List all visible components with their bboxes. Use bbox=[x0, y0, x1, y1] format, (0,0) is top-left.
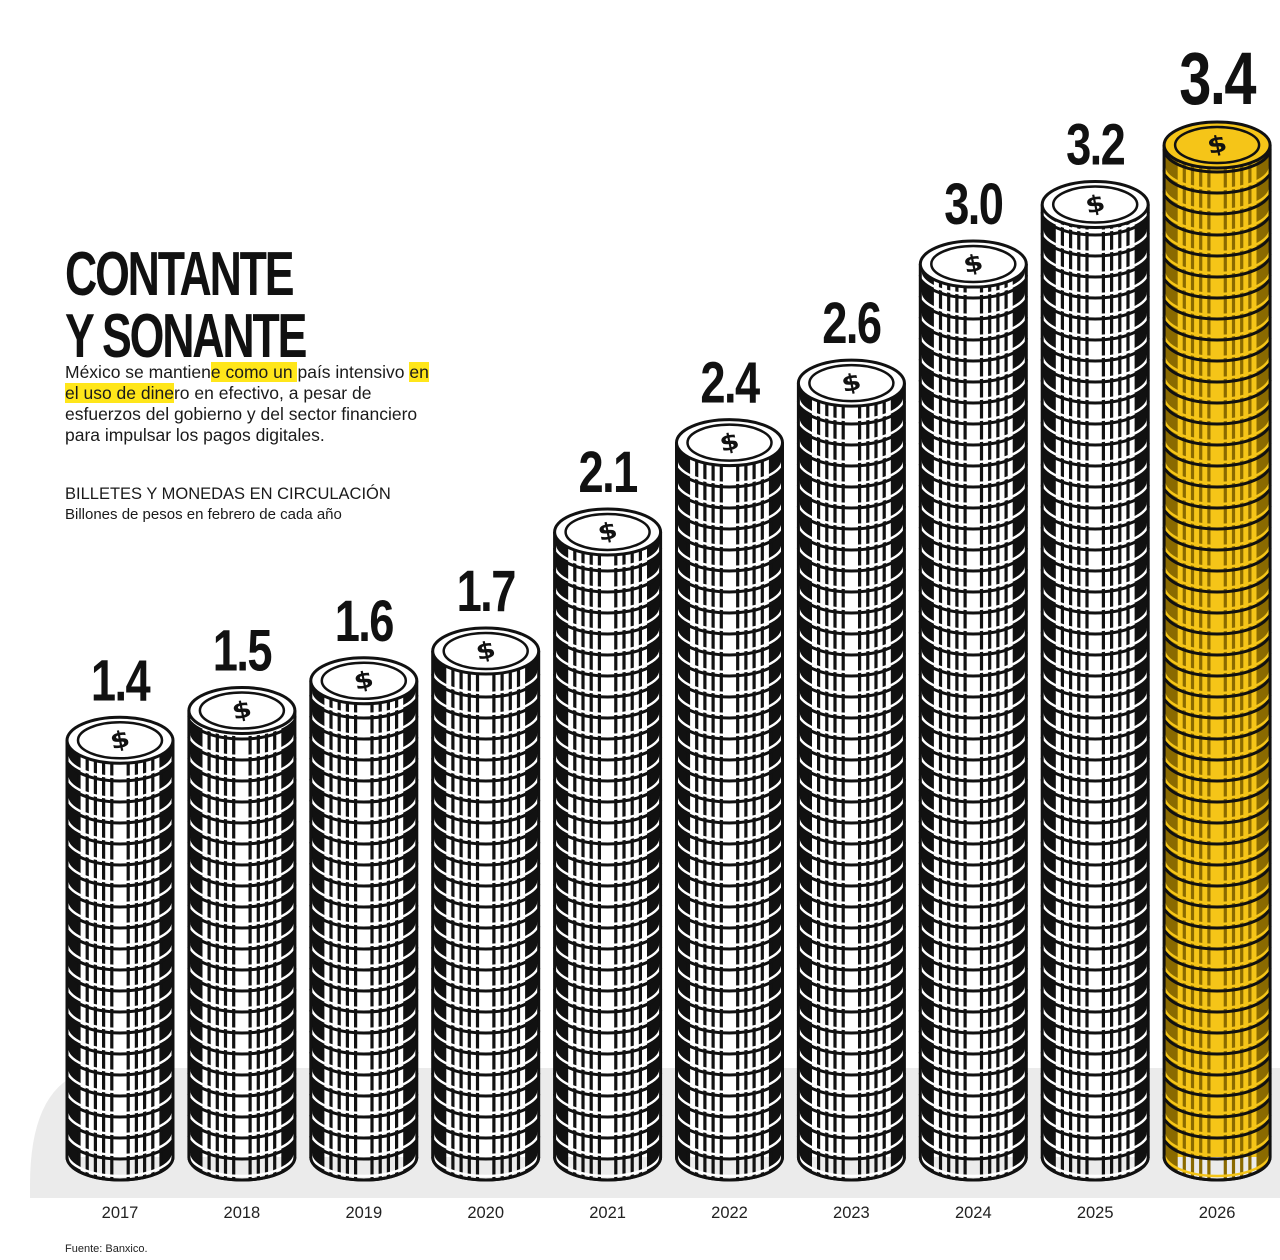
year-label-2022: 2022 bbox=[711, 1204, 748, 1222]
year-label-2021: 2021 bbox=[589, 1204, 626, 1222]
year-label-2023: 2023 bbox=[833, 1204, 870, 1222]
coin-stack-2022: $ bbox=[675, 418, 784, 1182]
coin-stack-2017: $ bbox=[65, 715, 175, 1182]
value-label-2025: 3.2 bbox=[1066, 113, 1124, 178]
year-label-2020: 2020 bbox=[467, 1204, 504, 1222]
year-label-2018: 2018 bbox=[224, 1204, 261, 1222]
value-label-2019: 1.6 bbox=[335, 589, 394, 654]
coin-stack-2021: $ bbox=[553, 507, 663, 1182]
value-label-2021: 2.1 bbox=[578, 441, 637, 506]
coin-stack-2023: $ bbox=[796, 358, 906, 1182]
year-label-2025: 2025 bbox=[1077, 1204, 1114, 1222]
value-label-2023: 2.6 bbox=[822, 292, 881, 357]
value-label-2017: 1.4 bbox=[91, 649, 151, 714]
coin-stack-2026: $ bbox=[1162, 120, 1272, 1182]
intro-text: México se mantiene como un país intensiv… bbox=[65, 362, 445, 446]
chart-headline: CONTANTE Y SONANTE bbox=[65, 240, 307, 371]
year-label-2024: 2024 bbox=[955, 1204, 992, 1222]
value-label-2026: 3.4 bbox=[1179, 38, 1256, 121]
coin-stack-2019: $ bbox=[309, 656, 419, 1182]
value-label-2024: 3.0 bbox=[944, 173, 1002, 238]
coin-stack-2024: $ bbox=[918, 239, 1028, 1182]
intro-highlight-1: e como un bbox=[210, 362, 298, 382]
year-label-2017: 2017 bbox=[102, 1204, 139, 1222]
year-label-2026: 2026 bbox=[1199, 1204, 1236, 1222]
intro-part-1: México se mantien bbox=[65, 362, 211, 382]
headline-line-2: Y SONANTE bbox=[65, 302, 307, 371]
coin-stack-2025: $ bbox=[1040, 180, 1150, 1182]
value-labels: 1.4 1.5 1.6 1.7 2.1 2.4 2.6 3.0 3.2 3.4 bbox=[91, 38, 1258, 714]
intro-part-3: ro en efectivo, a pesar de esfuerzos del… bbox=[65, 383, 418, 445]
source-note: Fuente: Banxico. bbox=[65, 1243, 148, 1255]
value-label-2018: 1.5 bbox=[213, 619, 272, 684]
year-labels: 2017 2018 2019 2020 2021 2022 2023 2024 2025 2026 bbox=[102, 1204, 1236, 1222]
year-label-2019: 2019 bbox=[345, 1204, 382, 1222]
chart-units: Billones de pesos en febrero de cada año bbox=[65, 506, 342, 523]
coin-stack-2020: $ bbox=[431, 626, 541, 1182]
chart-subtitle: BILLETES Y MONEDAS EN CIRCULACIÓN bbox=[65, 485, 391, 503]
value-label-2020: 1.7 bbox=[457, 560, 515, 625]
value-label-2022: 2.4 bbox=[700, 351, 760, 416]
intro-part-2: país intensivo bbox=[297, 362, 410, 382]
headline-line-1: CONTANTE bbox=[65, 240, 295, 309]
coin-stack-2018: $ bbox=[187, 686, 297, 1182]
